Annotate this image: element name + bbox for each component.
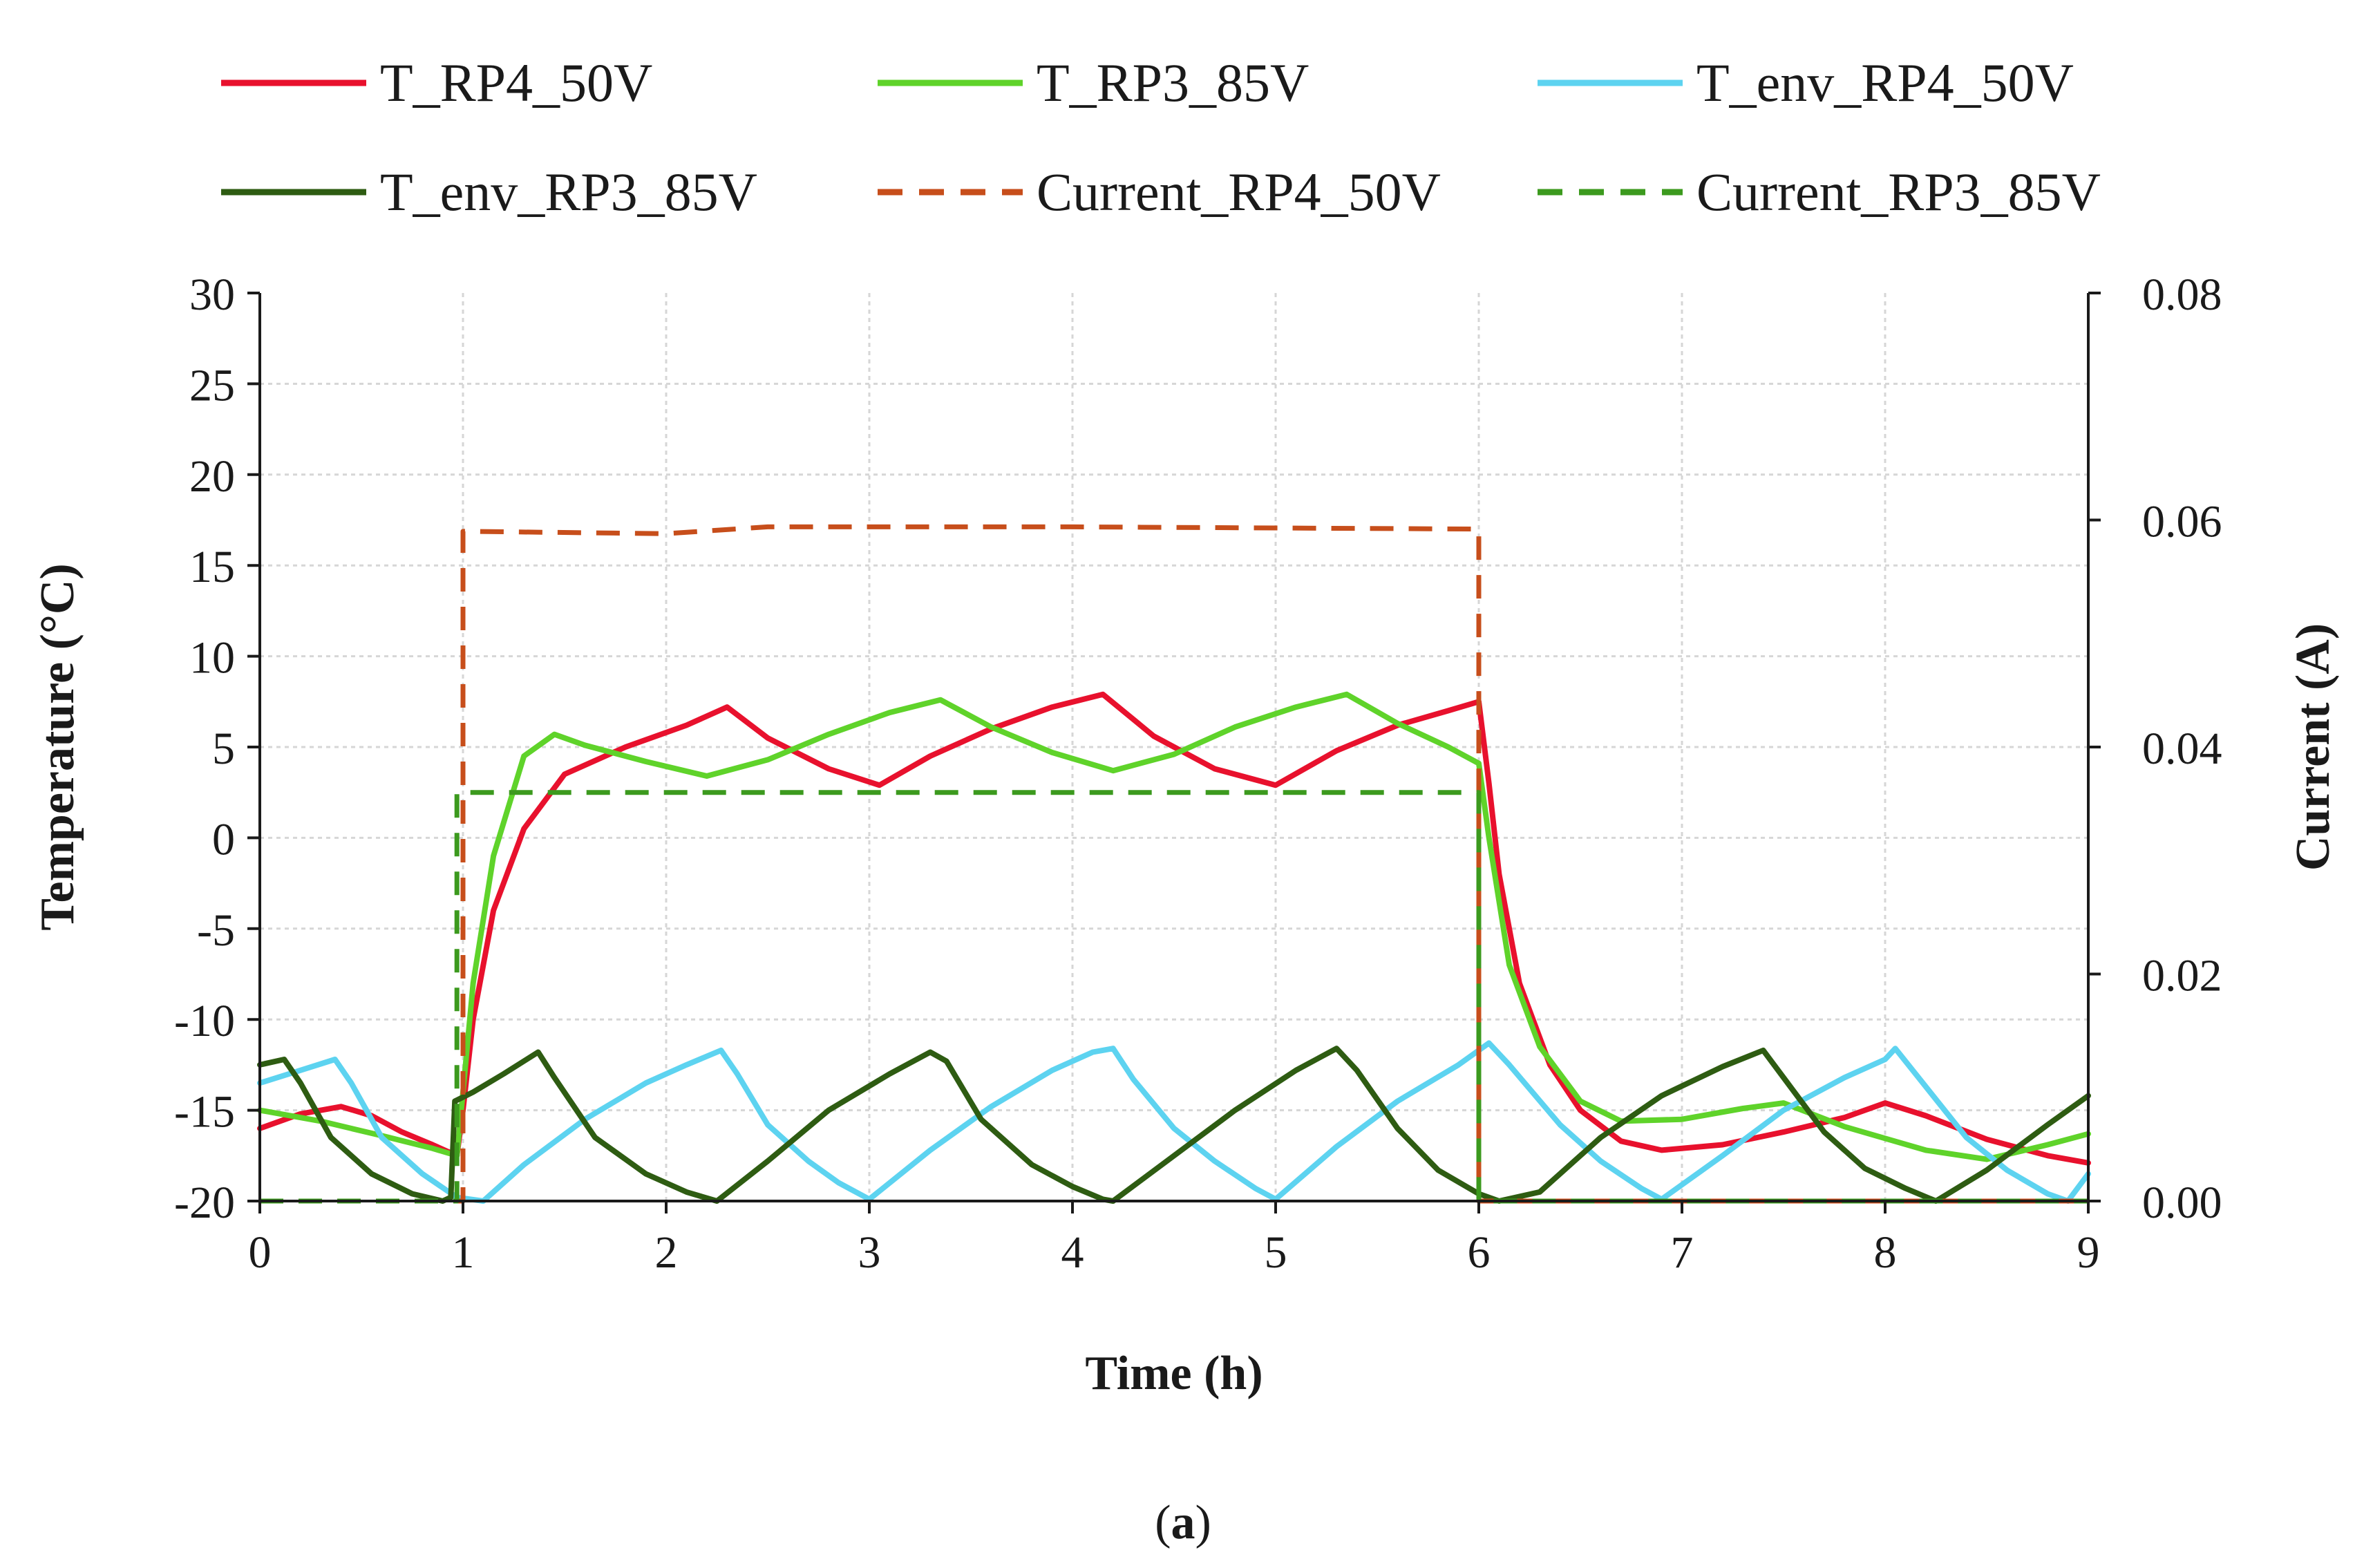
legend-label: T_RP3_85V	[1037, 53, 1309, 113]
y-axis-title: Temperature (°C)	[31, 563, 84, 931]
y-tick-label: 20	[189, 451, 235, 502]
series-line-t-env-rp4-50v	[257, 1040, 2091, 1204]
y2-tick-label: 0.08	[2142, 270, 2222, 320]
legend-item-t-env-rp3-85v: T_env_RP3_85V	[221, 162, 757, 222]
y-tick-label: 5	[212, 724, 235, 774]
legend-label: Current_RP4_50V	[1037, 162, 1441, 222]
series-line-current-rp4-50v	[260, 524, 2088, 1204]
y-tick-label: 15	[189, 542, 235, 592]
legend-label: T_env_RP4_50V	[1696, 53, 2074, 113]
legend-label: T_env_RP3_85V	[380, 162, 757, 222]
y-tick-label: -20	[174, 1178, 235, 1228]
legend-item-t-rp3-85v: T_RP3_85V	[878, 53, 1309, 113]
x-tick-label: 5	[1265, 1227, 1287, 1278]
y-tick-label: -10	[174, 996, 235, 1046]
y2-tick-label: 0.02	[2142, 951, 2222, 1001]
legend-item-current-rp3-85v: Current_RP3_85V	[1538, 162, 2101, 222]
legend-label: T_RP4_50V	[380, 53, 652, 113]
y-tick-label: 25	[189, 360, 235, 410]
x-tick-label: 0	[249, 1227, 272, 1278]
legend-item-current-rp4-50v: Current_RP4_50V	[878, 162, 1441, 222]
axes	[247, 292, 2101, 1213]
figure-caption: (a)	[1155, 1496, 1211, 1549]
tick-labels: 0 1 2 3 4 5 6 7 8 9 -20 -15 -10 -5 0 5 10 15 20 25 30 0.00 0.0…	[174, 270, 2222, 1278]
legend-item-t-env-rp4-50v: T_env_RP4_50V	[1538, 53, 2074, 113]
x-tick-label: 8	[1874, 1227, 1897, 1278]
series-line-t-rp3-85v	[257, 691, 2091, 1162]
y-tick-label: 0	[212, 814, 235, 865]
y-tick-label: -5	[197, 905, 235, 956]
x-tick-label: 9	[2077, 1227, 2100, 1278]
x-tick-label: 1	[452, 1227, 475, 1278]
legend-item-t-rp4-50v: T_RP4_50V	[221, 53, 652, 113]
y-tick-label: 10	[189, 633, 235, 683]
y-tick-label: 30	[189, 270, 235, 320]
legend-label: Current_RP3_85V	[1696, 162, 2101, 222]
x-tick-label: 7	[1671, 1227, 1694, 1278]
y2-axis-title: Current (A)	[2287, 623, 2340, 871]
y2-tick-label: 0.06	[2142, 497, 2222, 547]
y2-tick-label: 0.00	[2142, 1178, 2222, 1228]
x-tick-label: 2	[655, 1227, 678, 1278]
x-tick-label: 4	[1061, 1227, 1084, 1278]
x-tick-label: 3	[858, 1227, 881, 1278]
legend: T_RP4_50V T_RP3_85V T_env_RP4_50V T_env_RP3…	[221, 53, 2101, 222]
y-tick-label: -15	[174, 1087, 235, 1137]
y2-tick-label: 0.04	[2142, 724, 2222, 774]
series-line-t-env-rp3-85v	[257, 1046, 2091, 1204]
caption-letter: a	[1171, 1496, 1195, 1549]
grid	[260, 293, 2088, 1201]
x-axis-title: Time (h)	[1085, 1347, 1263, 1400]
x-tick-label: 6	[1468, 1227, 1491, 1278]
plot-area	[247, 292, 2101, 1213]
